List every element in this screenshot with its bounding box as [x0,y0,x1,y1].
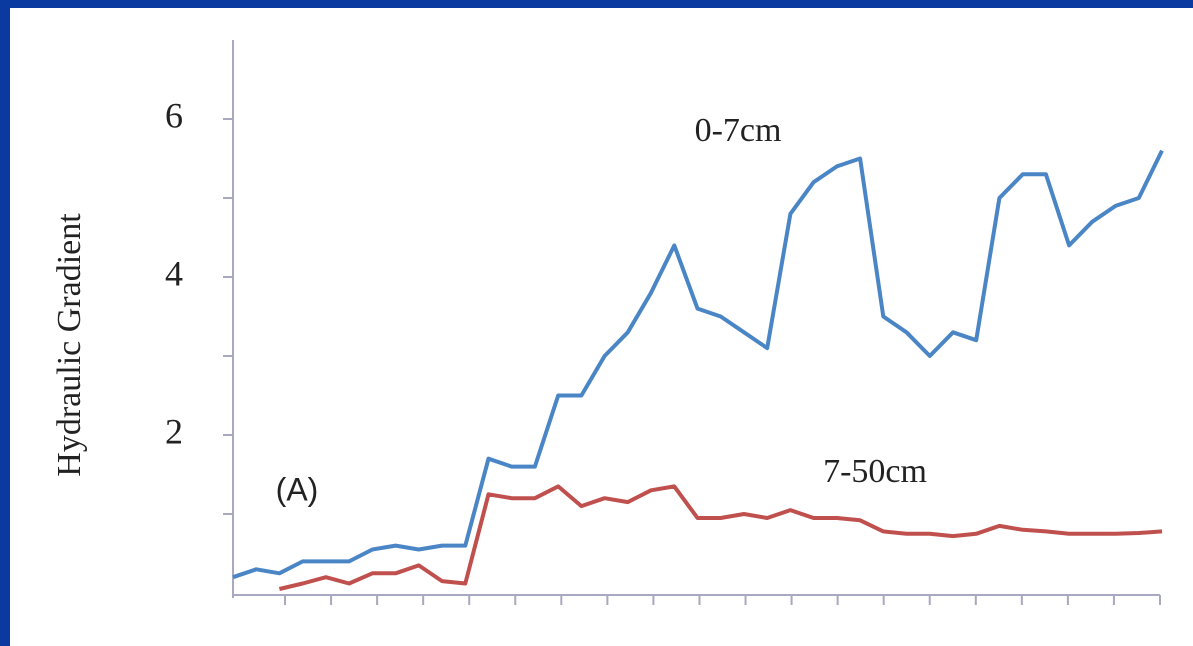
line-series [232,149,1164,580]
annotation: (A) [276,471,319,507]
annotation: 0-7cm [695,112,782,149]
y-axis-label: Hydraulic Gradient [51,213,88,477]
line-series [278,484,1163,591]
axes [232,40,1160,598]
annotation: 7-50cm [823,453,927,490]
y-tick-label: 4 [165,253,183,293]
y-tick-label: 2 [165,411,183,451]
plot-background [10,8,1193,646]
y-tick-label: 6 [165,95,183,135]
